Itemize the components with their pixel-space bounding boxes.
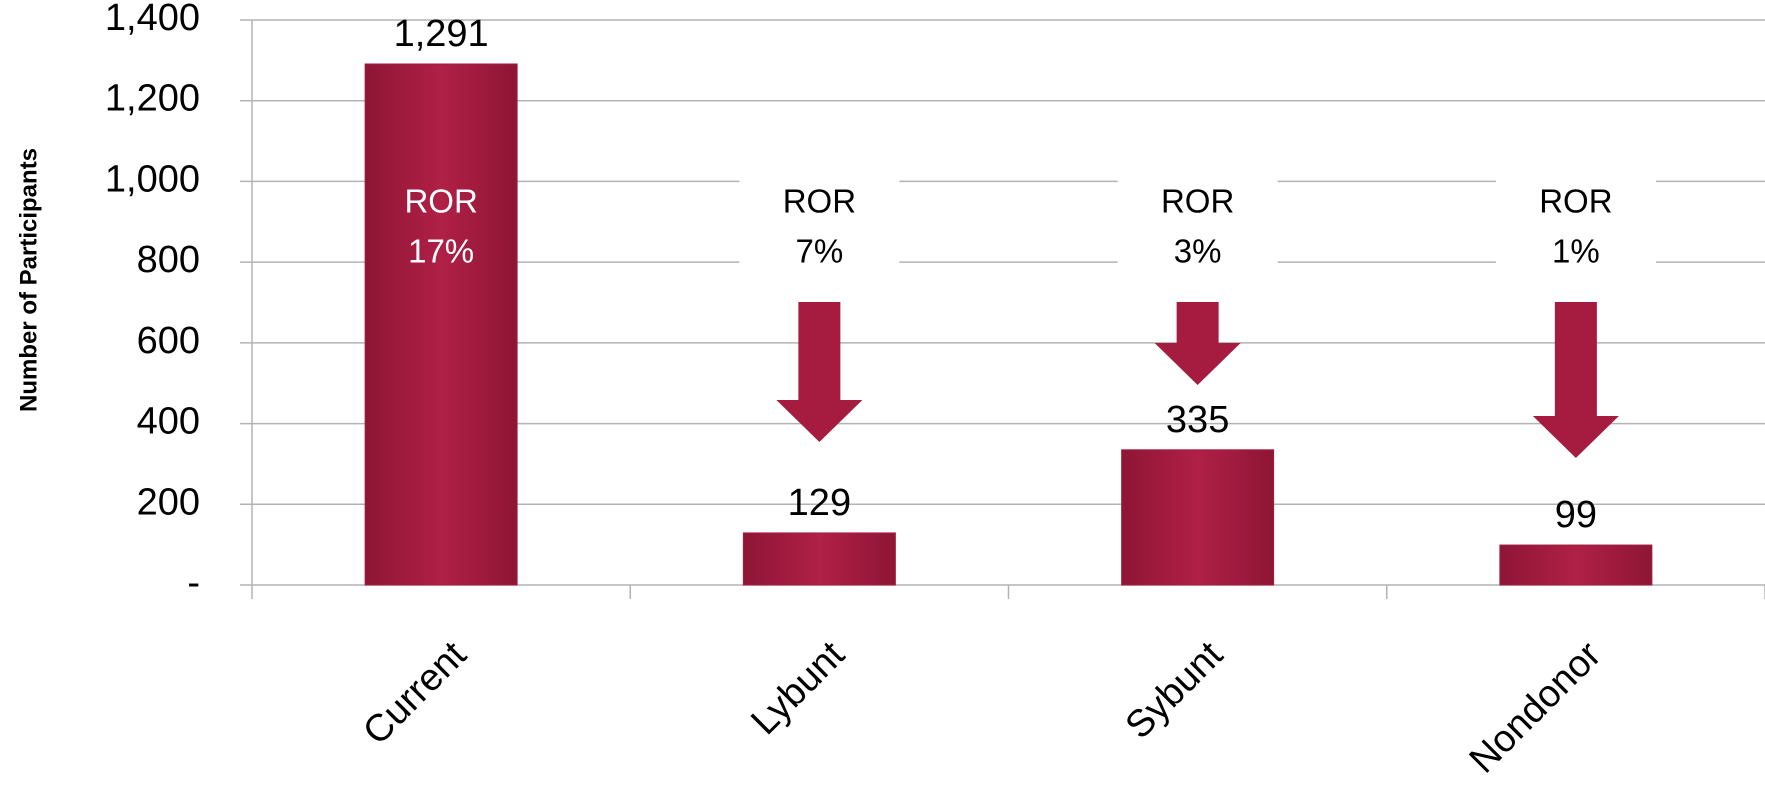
label-backdrop bbox=[739, 170, 900, 280]
y-tick-label: 200 bbox=[137, 481, 200, 523]
label-backdrop bbox=[1117, 170, 1278, 280]
x-tick-label: Lybunt bbox=[743, 633, 853, 743]
ror-value: 1% bbox=[1552, 233, 1600, 270]
y-tick-label: 600 bbox=[137, 320, 200, 362]
ror-label: ROR bbox=[404, 183, 477, 220]
down-arrow bbox=[776, 302, 863, 442]
down-arrow bbox=[1532, 302, 1619, 458]
bar bbox=[1499, 544, 1653, 586]
bar bbox=[742, 532, 896, 586]
value-label: 129 bbox=[788, 482, 851, 524]
ror-value: 7% bbox=[796, 233, 844, 270]
ror-value: 17% bbox=[408, 233, 474, 270]
value-label: 99 bbox=[1555, 494, 1597, 536]
bar bbox=[1121, 449, 1275, 586]
y-tick-label: 1,200 bbox=[105, 78, 200, 120]
y-tick-label: 1,400 bbox=[105, 0, 200, 39]
bar bbox=[364, 63, 518, 586]
y-tick-label: 800 bbox=[137, 239, 200, 281]
ror-label: ROR bbox=[1161, 183, 1234, 220]
ror-label: ROR bbox=[1539, 183, 1612, 220]
label-backdrop bbox=[1495, 170, 1656, 280]
y-tick-label: 1,000 bbox=[105, 158, 200, 200]
x-tick-label: Sybunt bbox=[1118, 633, 1232, 747]
down-arrow bbox=[1154, 302, 1241, 385]
ror-value: 3% bbox=[1174, 233, 1222, 270]
value-label: 335 bbox=[1166, 399, 1229, 441]
x-tick-label: Current bbox=[355, 633, 475, 753]
y-axis-title: Number of Participants bbox=[15, 148, 42, 412]
y-tick-label: 400 bbox=[137, 401, 200, 443]
x-tick-label: Nondonor bbox=[1462, 634, 1610, 782]
y-tick-label: - bbox=[187, 562, 200, 604]
value-label: 1,291 bbox=[394, 13, 489, 55]
ror-label: ROR bbox=[783, 183, 856, 220]
